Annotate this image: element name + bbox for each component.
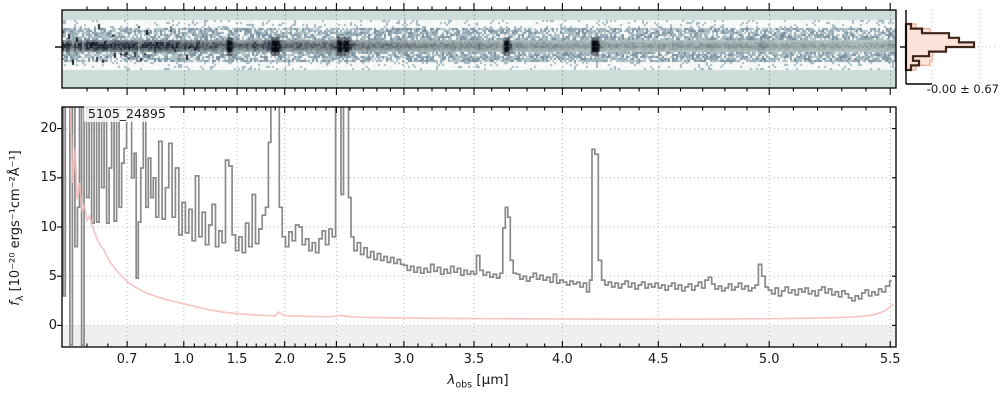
y-tick-label: 15 <box>40 170 57 186</box>
y-tick-label: 5 <box>48 268 57 284</box>
x-tick-label: 5.0 <box>758 352 780 367</box>
y-axis-label-sub: λ <box>14 295 26 302</box>
x-axis-label-units: [μm] <box>472 372 509 388</box>
x-tick-label: 5.5 <box>879 352 901 367</box>
x-tick-label: 2.5 <box>326 352 347 367</box>
y-tick-label: 20 <box>40 121 57 137</box>
x-axis-label-sub: obs <box>455 379 473 391</box>
x-tick-label: 1.0 <box>173 352 195 367</box>
hist-reference-distribution <box>905 23 935 71</box>
x-tick-label: 1.5 <box>226 352 248 367</box>
residual-stats-label: -0.00 ± 0.67 <box>926 82 999 96</box>
x-tick-label: 3.0 <box>393 352 415 367</box>
x-tick-label: 4.0 <box>552 352 573 367</box>
y-axis-label: fλ [10⁻²⁰ ergs⁻¹cm⁻²Å⁻¹] <box>8 150 26 306</box>
below-zero-shade <box>62 325 896 347</box>
flux-symbol: f <box>8 301 24 306</box>
source-id-label: 5105_24895 <box>84 105 170 122</box>
x-tick-label: 4.5 <box>647 352 669 367</box>
y-tick-label: 10 <box>40 219 57 235</box>
flux-spectrum-line <box>62 107 892 346</box>
x-axis-label: λobs [μm] <box>447 372 508 391</box>
1d-spectrum-plot <box>57 106 897 348</box>
x-tick-label: 3.5 <box>463 352 485 367</box>
error-spectrum-line <box>69 107 895 321</box>
y-axis-label-units: [10⁻²⁰ ergs⁻¹cm⁻²Å⁻¹] <box>8 150 24 296</box>
2d-spectrum-image <box>62 10 896 88</box>
x-tick-label: 0.7 <box>116 352 138 367</box>
x-tick-label: 2.0 <box>274 352 296 367</box>
y-tick-label: 0 <box>48 317 57 333</box>
lambda-symbol: λ <box>447 372 456 388</box>
hist-observed-distribution <box>904 22 976 72</box>
